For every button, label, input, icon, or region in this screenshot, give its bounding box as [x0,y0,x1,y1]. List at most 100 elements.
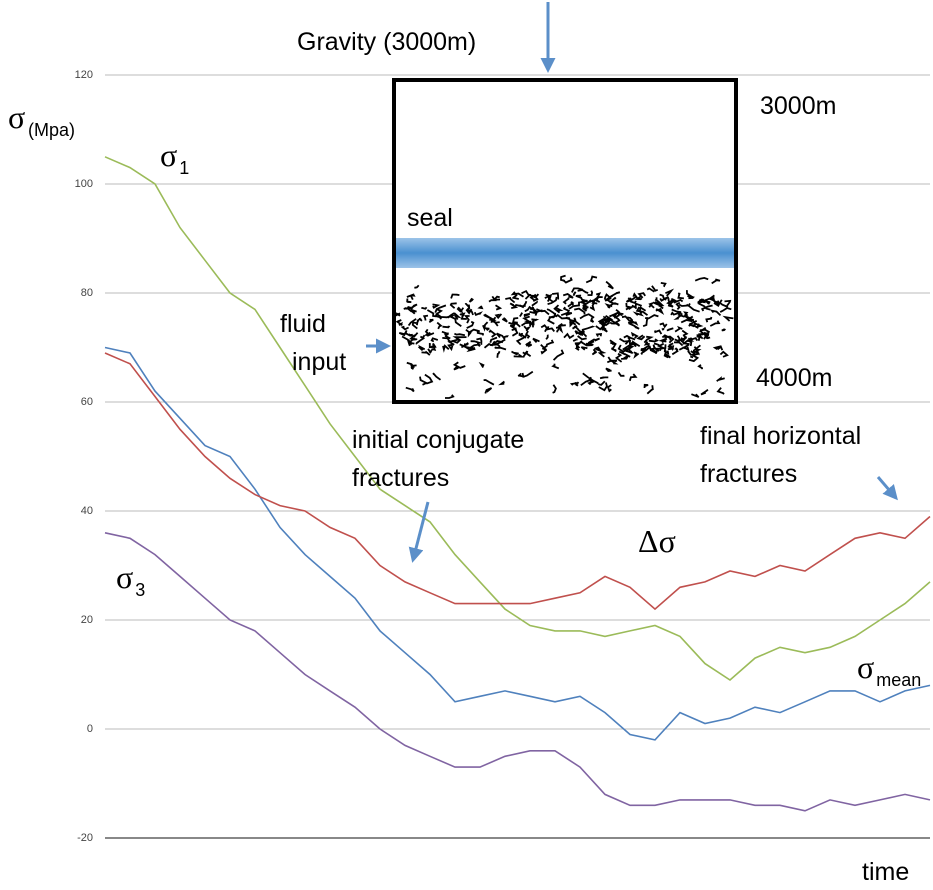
fracture [513,353,525,358]
fracture [567,301,575,308]
fracture [511,328,519,337]
fracture [582,304,589,311]
fracture [644,314,659,320]
fracture [400,325,410,331]
fracture [627,297,637,305]
fracture [476,337,483,345]
fracture [674,335,681,343]
fracture [697,364,703,370]
fracture [428,318,434,323]
fracture [545,293,555,304]
fracture [434,304,447,313]
fracture [660,282,667,288]
fracture [416,317,421,326]
fracture [613,312,624,319]
fracture [518,332,523,338]
fracture [562,297,570,305]
fracture [427,348,433,354]
fracture [651,285,659,292]
series-label: σ [116,559,133,595]
fracture [511,350,519,356]
fracture [667,302,674,308]
fracture [623,334,636,341]
fracture [574,307,586,315]
fracture [606,384,612,393]
y-tick-label: 20 [81,614,93,626]
fracture [627,340,635,346]
annotation: fractures [700,460,797,488]
fracture [496,332,506,340]
fracture [658,337,668,344]
fracture [460,314,467,320]
fracture [470,340,481,346]
fracture [713,300,720,306]
fracture [572,325,580,331]
fracture [572,338,578,342]
fracture [546,308,558,318]
fracture [627,316,634,322]
series-line [104,352,931,611]
fracture [489,336,498,343]
fracture [652,344,660,352]
fracture [698,302,711,311]
fracture [719,307,732,313]
fracture [678,303,690,307]
arrow [876,476,898,501]
fracture [671,347,679,356]
fracture [687,295,695,300]
fracture [669,343,675,352]
fracture [646,287,655,293]
fracture [568,301,580,310]
annotation: Gravity (3000m) [297,28,476,56]
fracture [478,362,485,368]
fracture [418,317,423,322]
fracture [540,324,548,333]
fracture [463,315,470,324]
fracture [532,337,540,344]
fracture [524,293,540,300]
fracture [594,337,600,342]
fracture [683,311,689,317]
fracture [544,293,553,303]
fracture [655,307,665,315]
fracture [713,302,721,307]
fracture [495,338,506,348]
fracture [449,315,462,327]
fracture [530,307,538,316]
fracture [598,382,608,392]
y-tick-label: -20 [77,832,93,844]
arrow [408,501,430,563]
plot: -20 0 20 40 60 80 100 120 [75,69,931,844]
fracture [633,351,640,359]
fracture [501,317,508,323]
fracture [670,297,684,304]
fracture [426,331,435,337]
fracture [644,345,657,354]
fracture [621,354,630,360]
fracture [709,320,721,327]
fracture [671,308,681,314]
fracture [476,331,484,336]
fracture [603,315,607,319]
fracture [607,356,619,365]
fracture [661,327,665,331]
fracture [547,296,558,305]
fracture [712,345,724,351]
fracture [435,308,443,319]
fracture [421,350,431,356]
fracture [409,308,417,315]
fracture [406,298,412,303]
fracture [585,275,598,284]
fracture [442,344,450,353]
fracture [609,321,620,326]
fracture [436,321,443,330]
fracture [636,334,646,341]
fracture [453,312,462,320]
fracture [477,305,484,310]
fracture [450,293,460,299]
fracture [595,332,603,337]
fracture [430,337,439,343]
fracture [643,335,654,344]
fracture [514,303,526,308]
fracture [488,329,497,338]
